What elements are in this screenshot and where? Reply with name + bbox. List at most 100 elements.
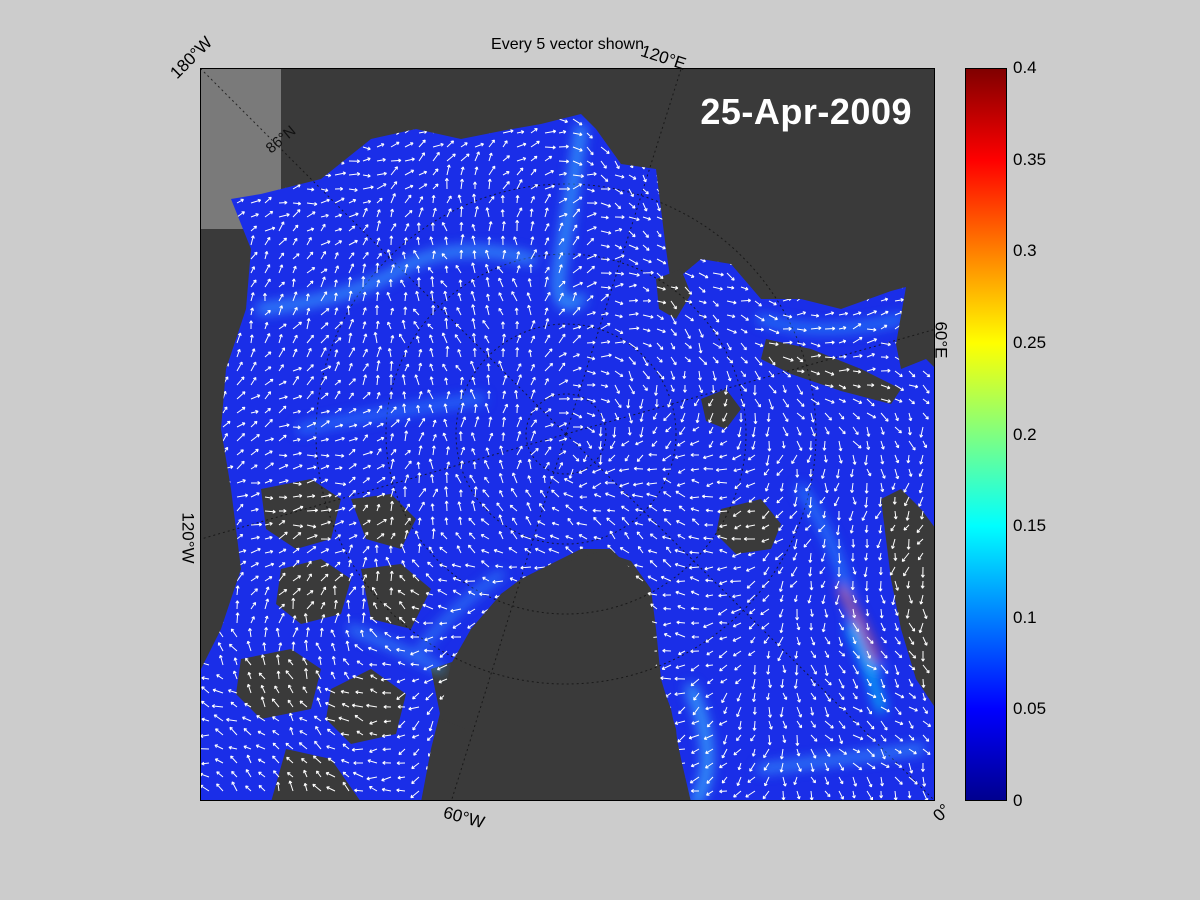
drift-vector <box>376 533 385 540</box>
drift-vector <box>698 356 708 366</box>
drift-vector <box>908 692 917 699</box>
drift-vector <box>920 580 925 589</box>
drift-vector <box>852 706 863 713</box>
drift-vector <box>374 305 379 315</box>
drift-vector <box>228 745 238 750</box>
drift-vector <box>256 715 266 722</box>
drift-vector <box>544 251 549 260</box>
drift-vector <box>544 378 549 386</box>
drift-vector <box>312 755 322 764</box>
drift-vector <box>690 590 700 596</box>
drift-vector <box>418 417 426 428</box>
drift-vector <box>250 292 255 302</box>
drift-vector <box>821 538 826 549</box>
drift-vector <box>455 264 462 274</box>
drift-vector <box>906 538 911 550</box>
drift-vector <box>362 491 371 498</box>
drift-vector <box>348 489 356 498</box>
drift-vector <box>292 627 299 638</box>
drift-vector <box>264 407 271 414</box>
drift-vector <box>779 594 784 603</box>
drift-vector <box>214 744 224 750</box>
drift-vector <box>764 776 770 787</box>
drift-vector <box>376 171 387 176</box>
drift-vector <box>514 389 518 400</box>
drift-vector <box>793 776 798 786</box>
drift-vector <box>305 293 310 302</box>
drift-vector <box>361 612 366 624</box>
drift-vector <box>647 467 658 472</box>
drift-vector <box>609 530 616 540</box>
drift-vector <box>544 193 551 204</box>
drift-vector <box>264 264 271 274</box>
drift-vector <box>718 650 728 659</box>
drift-vector <box>411 678 420 683</box>
drift-vector <box>824 706 830 718</box>
drift-vector <box>366 703 378 708</box>
drift-vector <box>689 440 700 446</box>
drift-vector <box>824 384 834 389</box>
drift-vector <box>922 384 930 394</box>
drift-vector <box>508 547 518 554</box>
drift-vector <box>703 606 714 611</box>
drift-vector <box>275 654 280 666</box>
drift-vector <box>439 546 448 554</box>
drift-vector <box>908 678 914 687</box>
drift-vector <box>747 552 756 557</box>
drift-vector <box>389 374 394 386</box>
drift-vector <box>572 132 583 137</box>
drift-vector <box>558 264 563 274</box>
drift-vector <box>255 744 266 750</box>
drift-vector <box>250 492 260 498</box>
drift-vector <box>327 757 336 764</box>
drift-vector <box>680 398 686 410</box>
drift-vector <box>586 172 597 176</box>
drift-vector <box>922 608 928 619</box>
drift-vector <box>703 734 714 740</box>
drift-vector <box>864 580 869 592</box>
drift-vector <box>488 196 495 204</box>
drift-vector <box>866 692 877 699</box>
drift-vector <box>250 616 255 624</box>
drift-vector <box>712 272 724 277</box>
drift-vector <box>382 662 392 666</box>
drift-vector <box>444 486 448 498</box>
drift-vector <box>508 565 518 570</box>
drift-vector <box>849 468 854 478</box>
drift-vector <box>803 538 812 548</box>
drift-vector <box>250 279 257 288</box>
drift-vector <box>396 788 406 793</box>
drift-vector <box>246 683 252 694</box>
drift-vector <box>217 642 224 652</box>
drift-vector <box>715 468 728 472</box>
drift-vector <box>712 356 719 364</box>
drift-vector <box>768 342 779 347</box>
drift-vector <box>452 577 462 582</box>
drift-vector <box>356 730 364 736</box>
drift-vector <box>600 146 610 154</box>
drift-vector <box>751 678 756 690</box>
drift-vector <box>236 518 242 526</box>
drift-vector <box>412 720 420 731</box>
drift-vector <box>278 464 289 470</box>
drift-vector <box>264 479 273 484</box>
drift-vector <box>292 366 302 372</box>
drift-vector <box>530 376 536 386</box>
drift-vector <box>440 280 448 288</box>
drift-vector <box>778 566 784 575</box>
drift-vector <box>810 313 820 318</box>
drift-vector <box>865 538 870 549</box>
drift-vector <box>446 208 452 218</box>
drift-vector <box>471 318 476 330</box>
drift-vector <box>404 529 409 540</box>
drift-vector <box>399 574 406 582</box>
drift-vector <box>451 563 462 568</box>
drift-vector <box>530 168 537 176</box>
drift-vector <box>796 342 806 347</box>
drift-vector <box>502 129 514 134</box>
drift-vector <box>513 236 518 246</box>
drift-vector <box>502 333 506 344</box>
drift-vector <box>320 453 330 458</box>
drift-vector <box>306 267 316 274</box>
drift-vector <box>487 178 492 190</box>
